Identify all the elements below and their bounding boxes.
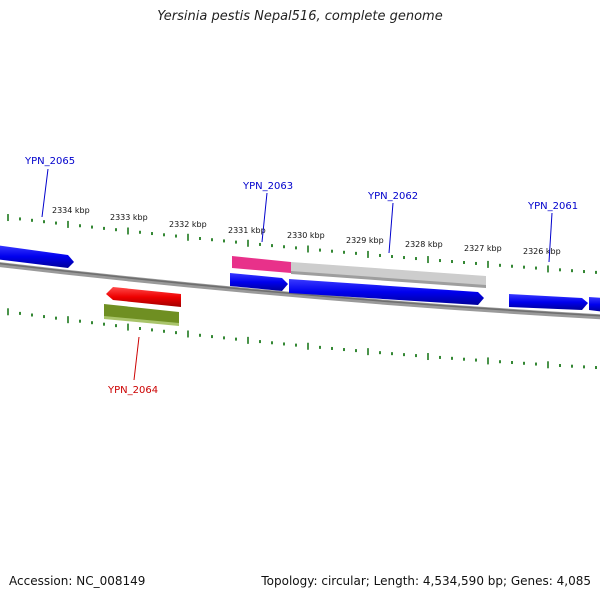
feature-gray-shadow: [291, 271, 486, 288]
tick-label-2329: 2329 kbp: [346, 236, 384, 245]
tick-label-2330: 2330 kbp: [287, 231, 325, 240]
gene-ypn-2064-arrow[interactable]: [106, 287, 181, 307]
gene-ypn-2062-arrow[interactable]: [289, 279, 484, 305]
outer-tick-track: [7, 214, 597, 274]
gene-ypn-2063-arrow[interactable]: [230, 273, 288, 291]
tick-label-2333: 2333 kbp: [110, 213, 148, 222]
tick-label-2332: 2332 kbp: [169, 220, 207, 229]
ypn-2061-connector: [548, 212, 553, 263]
tick-label-2331: 2331 kbp: [228, 226, 266, 235]
tick-label-2334: 2334 kbp: [52, 206, 90, 215]
gene-label-ypn-2065[interactable]: YPN_2065: [24, 156, 75, 167]
inner-tick-track: [7, 308, 597, 370]
gene-label-ypn-2063[interactable]: YPN_2063: [242, 181, 293, 192]
tick-label-2326: 2326 kbp: [523, 247, 561, 256]
feature-gray-segment[interactable]: [291, 262, 486, 287]
gene-label-ypn-2062[interactable]: YPN_2062: [367, 191, 418, 202]
scale-labels: 2334 kbp 2333 kbp 2332 kbp 2331 kbp 2330…: [52, 206, 561, 256]
gene-next-arrow[interactable]: [589, 297, 600, 312]
accession-text: Accession: NC_008149: [9, 574, 146, 588]
topology-summary: Topology: circular; Length: 4,534,590 bp…: [261, 574, 591, 588]
genome-backbone-highlight: [0, 262, 600, 317]
tick-label-2328: 2328 kbp: [405, 240, 443, 249]
ypn-2065-connector: [41, 168, 49, 218]
ypn-2063-connector: [261, 192, 268, 243]
gene-ypn-2061-arrow[interactable]: [509, 294, 588, 310]
feature-olive-highlight: [104, 316, 179, 326]
gene-label-ypn-2061[interactable]: YPN_2061: [527, 201, 578, 212]
ypn-2062-connector: [388, 202, 394, 254]
gene-ypn-2065-arrow[interactable]: [0, 245, 74, 268]
map-title: Yersinia pestis Nepal516, complete genom…: [157, 9, 443, 24]
feature-pink-segment[interactable]: [232, 256, 291, 273]
gene-label-ypn-2064[interactable]: YPN_2064: [107, 385, 158, 396]
ypn-2064-connector: [133, 336, 140, 381]
tick-label-2327: 2327 kbp: [464, 244, 502, 253]
genome-backbone: [0, 262, 600, 320]
